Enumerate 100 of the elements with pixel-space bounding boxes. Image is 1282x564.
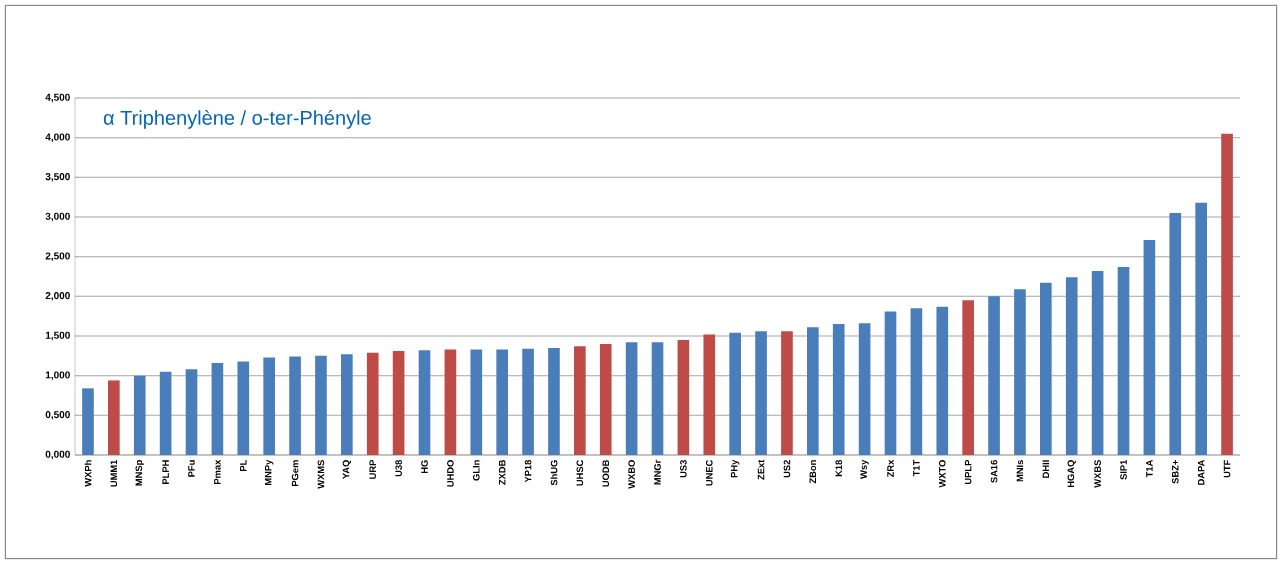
x-tick-label: MNSp	[135, 460, 144, 486]
bar	[625, 342, 638, 455]
bar	[1221, 133, 1233, 455]
x-tick-label: SIP1	[1120, 459, 1127, 480]
bar	[108, 380, 120, 455]
x-tick-label: MNGr	[654, 459, 661, 485]
bar	[910, 308, 923, 455]
bar	[599, 343, 612, 455]
x-tick-label: K18	[835, 460, 843, 477]
bar	[315, 355, 327, 455]
bar	[1117, 266, 1130, 455]
x-tick-label: WXMS	[317, 460, 325, 489]
x-tick-label: ZRx	[887, 459, 894, 478]
bar	[159, 371, 172, 455]
x-tick-label: Pmax	[214, 459, 221, 484]
bar	[781, 331, 793, 455]
y-tick-label: 2,000	[45, 292, 70, 301]
x-tick-label: ZXDB	[498, 460, 506, 485]
x-tick-label: SA16	[990, 460, 998, 483]
x-tick-label: PL	[240, 459, 247, 471]
bar	[1040, 282, 1052, 455]
x-tick-label: UNEC	[705, 459, 713, 486]
bar	[548, 347, 560, 455]
bar	[574, 346, 586, 455]
y-tick-label: 3,000	[45, 212, 70, 222]
text: α Triphenylène / o-ter-Phényle	[103, 109, 371, 129]
bar	[418, 350, 431, 455]
y-tick-label: 3,500	[45, 173, 70, 182]
y-tick-label: 0,500	[45, 411, 70, 420]
x-tick-label: UTF	[1223, 460, 1231, 478]
bar	[133, 375, 146, 455]
x-tick-label: UPLP	[964, 460, 972, 485]
y-tick-label: 4,500	[45, 93, 70, 103]
y-tick-label: 4,000	[45, 133, 70, 142]
x-tick-label: PLPH	[162, 460, 169, 484]
bar	[1091, 270, 1104, 455]
x-tick-label: MNPy	[265, 459, 274, 485]
bar	[470, 349, 483, 455]
x-tick-label: ZBon	[809, 460, 817, 484]
x-tick-label: Wsy	[860, 459, 869, 479]
x-tick-label: PHy	[730, 459, 740, 478]
bar	[858, 323, 871, 455]
bar	[729, 332, 741, 455]
bar	[962, 300, 974, 455]
bar	[289, 356, 301, 455]
x-tick-label: SBZ+	[1171, 460, 1179, 484]
bar	[651, 342, 664, 455]
bar	[1143, 240, 1156, 455]
bar	[1065, 277, 1078, 455]
x-tick-label: U38	[395, 460, 402, 477]
bar	[1169, 213, 1182, 455]
x-tick-label: WXTO	[938, 460, 946, 488]
x-tick-label: UHDO	[447, 460, 454, 487]
bar	[677, 339, 690, 455]
bar	[366, 352, 379, 455]
bar	[444, 349, 457, 455]
x-tick-label: ZExt	[757, 459, 765, 480]
bar	[263, 357, 276, 455]
bar	[755, 331, 767, 455]
x-tick-label: HGAQ	[1067, 460, 1076, 488]
bar	[496, 349, 508, 455]
bar	[703, 334, 716, 455]
bar	[807, 327, 819, 455]
x-tick-label: URP	[369, 460, 376, 479]
x-tick-label: UODB	[602, 460, 610, 487]
x-tick-label: PGem	[291, 460, 299, 487]
x-tick-label: DHII	[1042, 460, 1050, 478]
x-tick-label: ShUG	[550, 460, 558, 486]
bar	[832, 324, 845, 455]
bar	[82, 388, 94, 455]
bar	[185, 369, 198, 455]
bar	[237, 361, 250, 455]
bar	[522, 348, 534, 455]
bar	[341, 354, 353, 455]
x-tick-label: HG	[421, 460, 428, 474]
x-tick-label: YP18	[524, 460, 532, 483]
x-tick-label: US3	[680, 460, 687, 478]
x-tick-label: UMM1	[110, 459, 118, 487]
y-tick-label: 1,500	[45, 331, 70, 341]
bar	[884, 311, 897, 455]
x-tick-label: WXBO	[628, 460, 635, 489]
bar	[1195, 202, 1207, 455]
y-tick-label: 1,000	[45, 371, 70, 380]
x-tick-label: T1A	[1146, 459, 1153, 478]
bar	[936, 306, 949, 455]
x-tick-label: US2	[783, 460, 791, 478]
y-tick-label: 0,000	[45, 450, 70, 460]
x-tick-label: WXBS	[1094, 460, 1101, 488]
x-tick-label: GLIn	[473, 460, 480, 481]
bar	[211, 362, 224, 455]
bar	[1014, 289, 1026, 455]
x-tick-label: YAQ	[342, 460, 352, 479]
x-tick-label: PFu	[188, 460, 195, 477]
y-tick-label: 2,500	[45, 252, 70, 261]
x-tick-label: MNIs	[1016, 460, 1024, 482]
x-tick-label: DAPA	[1197, 459, 1205, 485]
x-tick-label: WXPh	[84, 460, 92, 487]
bar	[988, 296, 1000, 455]
bar	[392, 351, 405, 455]
x-tick-label: UHSC	[576, 459, 584, 486]
